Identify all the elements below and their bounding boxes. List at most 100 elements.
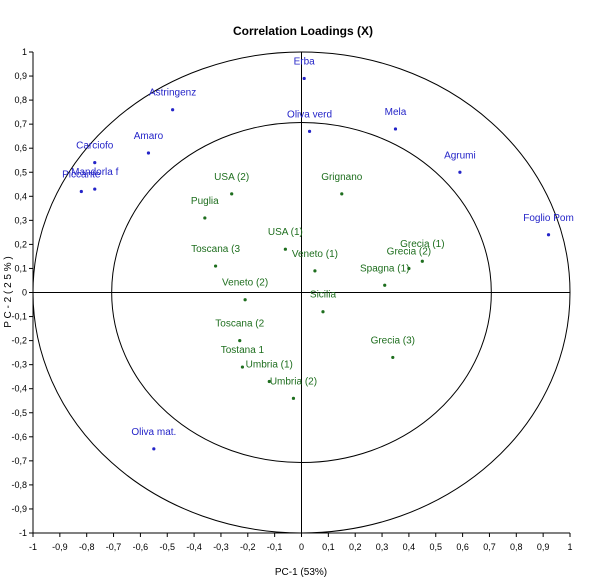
x-tick-label: -0,4 (186, 542, 202, 552)
y-tick-label: -0,6 (11, 432, 27, 442)
point-carciofo (93, 161, 97, 165)
point-usa-1 (283, 247, 287, 251)
point-label-puglia: Puglia (191, 196, 219, 207)
point-agrumi (458, 170, 462, 174)
point-label-erba: Erba (294, 56, 316, 67)
y-tick-label: -0,8 (11, 480, 27, 490)
y-tick-label: 0,4 (14, 191, 27, 201)
y-tick-label: 0,1 (14, 263, 27, 273)
x-tick-label: 0,9 (537, 542, 550, 552)
x-tick-label: 0,4 (403, 542, 416, 552)
y-tick-label: -0,5 (11, 408, 27, 418)
x-axis-label: PC-1 (53%) (275, 567, 327, 578)
point-label-mandorla-f: Mandorla f (71, 167, 118, 178)
y-tick-label: -0,1 (11, 312, 27, 322)
y-tick-label: 0,5 (14, 167, 27, 177)
point-piccante (79, 189, 83, 194)
point-label-grecia-2: Grecia (2) (387, 246, 431, 257)
point-umbria-1 (267, 379, 271, 384)
point-usa-2 (230, 192, 234, 196)
point-label-spagna-1: Spagna (1) (360, 263, 409, 274)
point-label-grecia-3: Grecia (3) (371, 335, 415, 346)
point-label-astringenz: Astringenz (149, 88, 196, 99)
point-label-amaro: Amaro (134, 131, 164, 142)
x-tick-label: -0,5 (159, 542, 175, 552)
point-grecia-2 (407, 266, 411, 271)
x-tick-label: -0,7 (106, 542, 122, 552)
chart-title: Correlation Loadings (X) (233, 24, 373, 38)
x-tick-label: -1 (29, 542, 37, 552)
x-tick-label: 0,8 (510, 542, 523, 552)
point-tostana-1 (240, 365, 245, 369)
y-tick-label: 1 (22, 47, 27, 57)
point-label-veneto-1: Veneto (1) (292, 249, 338, 260)
x-tick-label: 1 (567, 542, 572, 552)
point-label-agrumi: Agrumi (444, 150, 476, 161)
point-foglio-pom (546, 233, 551, 237)
point-toscana-2 (238, 339, 242, 343)
y-tick-label: 0,9 (14, 71, 27, 81)
y-tick-label: -1 (19, 528, 27, 538)
x-tick-label: -0,6 (133, 542, 149, 552)
point-label-toscana-3: Toscana (3 (191, 244, 240, 255)
point-oliva-verd (307, 129, 312, 133)
point-label-toscana-2: Toscana (2 (215, 319, 264, 330)
point-veneto-2 (243, 298, 247, 302)
point-amaro (146, 151, 151, 155)
point-label-tostana-1: Tostana 1 (221, 345, 265, 356)
point-label-usa-2: USA (2) (214, 172, 249, 183)
y-tick-label: -0,7 (11, 456, 27, 466)
y-axis-label: P C - 2 ( 2 5 % ) (3, 256, 14, 328)
x-tick-label: -0,3 (213, 542, 229, 552)
point-umbria-2 (291, 396, 296, 400)
point-label-foglio-pom: Foglio Pom (523, 213, 574, 224)
data-points: Erba Astringenz Mela Oliva verd Carciofo Amar… (62, 56, 574, 451)
y-tick-label: 0,2 (14, 239, 27, 249)
point-veneto-1 (313, 269, 317, 273)
point-label-mela: Mela (385, 107, 407, 118)
x-tick-label: -0,1 (267, 542, 283, 552)
point-grecia-1 (420, 259, 424, 263)
point-label-oliva-mat: Oliva mat. (131, 427, 176, 438)
point-mandorla-f (93, 187, 97, 191)
y-tick-label: -0,3 (11, 360, 27, 370)
x-axis-ticks: -1 -0,9 -0,8 -0,7 -0,6 -0,5 -0,4 -0,3 -0,2 -0,1 0 0… (29, 533, 573, 552)
y-tick-label: 0,6 (14, 143, 27, 153)
x-tick-label: 0,6 (456, 542, 469, 552)
chart-axes (32, 52, 570, 534)
point-label-umbria-2: Umbria (2) (270, 376, 317, 387)
point-label-piccante: Piccante (62, 169, 101, 180)
x-tick-label: 0,2 (349, 542, 362, 552)
x-tick-label: -0,2 (240, 542, 256, 552)
x-tick-label: -0,8 (79, 542, 95, 552)
point-label-veneto-2: Veneto (2) (222, 278, 268, 289)
y-tick-label: 0,3 (14, 215, 27, 225)
y-tick-label: -0,4 (11, 384, 27, 394)
y-tick-label: -0,2 (11, 336, 27, 346)
point-label-oliva-verd: Oliva verd (287, 109, 332, 120)
point-oliva-mat (152, 447, 156, 451)
x-tick-label: 0,3 (376, 542, 389, 552)
y-tick-label: -0,9 (11, 504, 27, 514)
point-grecia-3 (391, 355, 395, 360)
point-astringenz (171, 108, 175, 112)
y-tick-label: 0,7 (14, 119, 27, 129)
point-erba (302, 76, 306, 81)
y-tick-label: 0 (22, 288, 27, 298)
point-grignano (340, 192, 344, 196)
point-label-grecia-1: Grecia (1) (400, 239, 444, 250)
point-toscana-3 (213, 264, 218, 268)
x-tick-label: 0 (299, 542, 304, 552)
x-tick-label: 0,1 (322, 542, 335, 552)
x-tick-label: 0,5 (429, 542, 442, 552)
x-tick-label: 0,7 (483, 542, 496, 552)
point-label-usa-1: USA (1) (268, 227, 303, 238)
point-mela (393, 127, 398, 131)
y-tick-label: 0,8 (14, 95, 27, 105)
point-puglia (203, 216, 207, 220)
point-label-sicilia: Sicilia (310, 290, 337, 301)
point-label-carciofo: Carciofo (76, 141, 114, 152)
y-axis-ticks: 1 0,9 0,8 0,7 0,6 0,5 0,4 0,3 0,2 0,1 0 -0,1 -0,2 -0,… (11, 47, 33, 538)
point-spagna-1 (383, 283, 387, 287)
